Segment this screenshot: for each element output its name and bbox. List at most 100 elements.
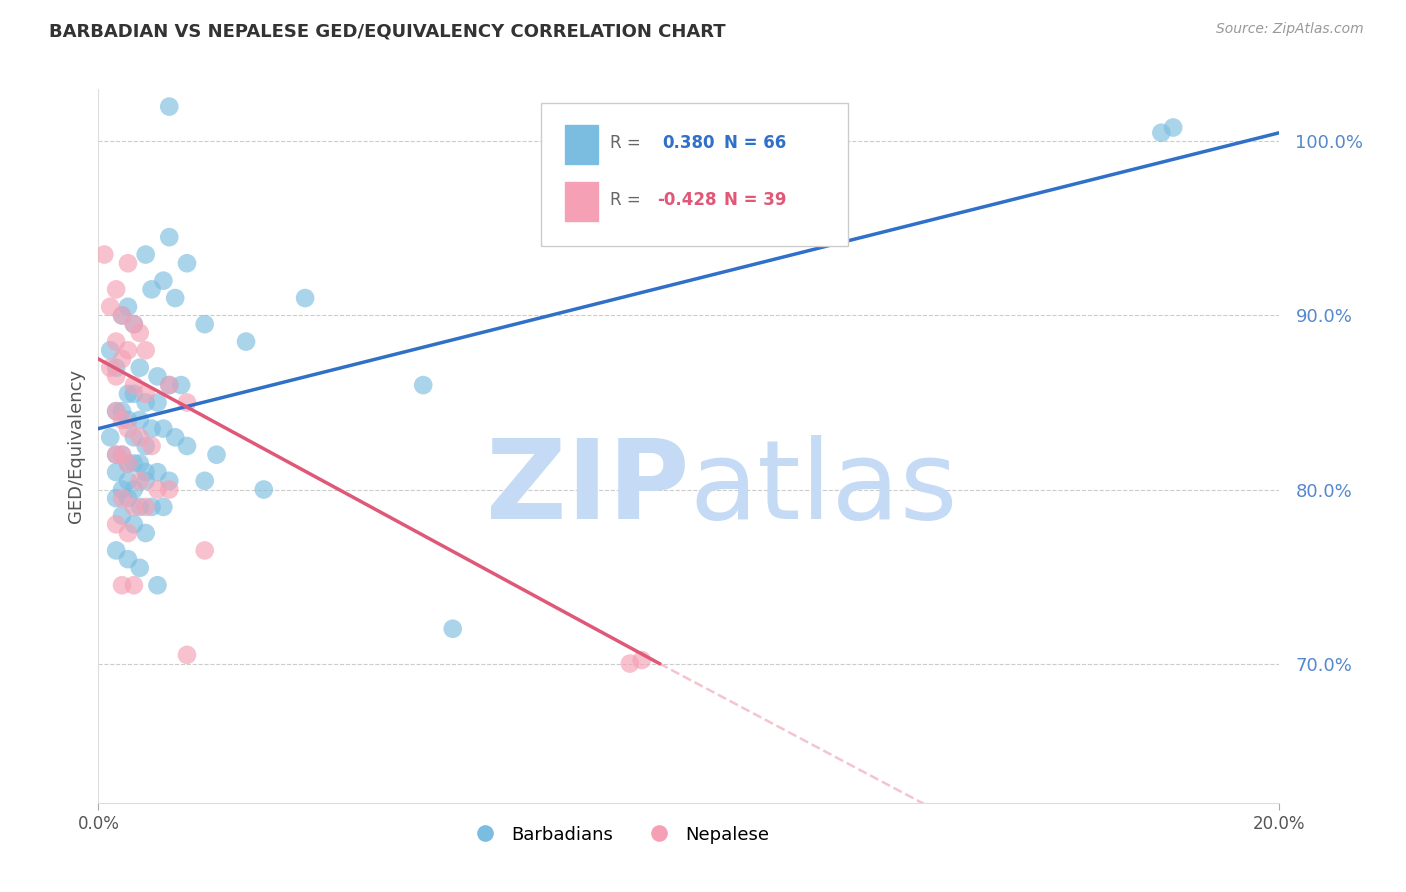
Point (176, 256, 198, 270)
Point (135, 395, 157, 409)
Point (128, 457, 150, 471)
Point (105, 404, 128, 418)
Point (128, 474, 150, 488)
Text: atlas: atlas (689, 435, 957, 542)
Point (135, 465, 157, 479)
Point (146, 369, 169, 384)
Point (105, 491, 128, 506)
Point (117, 474, 139, 488)
Point (146, 578, 169, 592)
Point (165, 430, 187, 444)
Point (117, 256, 139, 270)
Point (135, 474, 157, 488)
Bar (565, 182, 598, 221)
Point (105, 369, 128, 384)
Point (117, 552, 139, 566)
Point (135, 439, 157, 453)
Point (170, 378, 193, 392)
Point (111, 448, 134, 462)
Text: R =: R = (610, 134, 641, 152)
Point (105, 543, 128, 558)
Point (128, 500, 150, 514)
Point (98, 360, 121, 375)
Point (111, 404, 134, 418)
Point (117, 457, 139, 471)
Text: N = 39: N = 39 (724, 191, 787, 209)
Point (122, 457, 145, 471)
Point (122, 483, 145, 497)
Point (117, 421, 139, 435)
Point (194, 474, 217, 488)
Point (117, 386, 139, 401)
FancyBboxPatch shape (541, 103, 848, 246)
Point (128, 561, 150, 575)
Point (98, 343, 121, 358)
Text: N = 66: N = 66 (724, 134, 786, 152)
Point (105, 282, 128, 296)
Point (176, 395, 198, 409)
Point (157, 100, 180, 114)
Point (117, 300, 139, 314)
Point (205, 448, 228, 462)
Point (111, 491, 134, 506)
Point (135, 386, 157, 401)
Point (111, 483, 134, 497)
Point (111, 309, 134, 323)
Point (157, 378, 180, 392)
Point (194, 317, 217, 331)
Point (122, 430, 145, 444)
Point (146, 465, 169, 479)
Point (165, 291, 187, 305)
Point (122, 578, 145, 592)
Point (105, 404, 128, 418)
Point (141, 282, 163, 296)
Point (128, 413, 150, 427)
Point (152, 421, 174, 435)
Point (176, 648, 198, 662)
Point (117, 343, 139, 358)
Point (141, 421, 163, 435)
Bar (565, 125, 598, 164)
Point (117, 526, 139, 541)
Point (146, 483, 169, 497)
Point (111, 578, 134, 592)
Text: -0.428: -0.428 (657, 191, 717, 209)
Point (157, 378, 180, 392)
Point (128, 430, 150, 444)
Point (111, 309, 134, 323)
Text: Source: ZipAtlas.com: Source: ZipAtlas.com (1216, 22, 1364, 37)
Legend: Barbadians, Nepalese: Barbadians, Nepalese (460, 819, 778, 851)
Point (235, 334, 257, 349)
Point (135, 526, 157, 541)
Point (98, 300, 121, 314)
Point (157, 230, 180, 244)
Point (122, 500, 145, 514)
Text: ZIP: ZIP (485, 435, 689, 542)
Point (105, 334, 128, 349)
Point (253, 483, 276, 497)
Point (1161, 120, 1184, 135)
Text: R =: R = (610, 191, 641, 209)
Point (141, 439, 163, 453)
Point (111, 448, 134, 462)
Point (135, 500, 157, 514)
Point (105, 360, 128, 375)
Point (122, 386, 145, 401)
Point (117, 457, 139, 471)
Point (619, 657, 641, 671)
Point (630, 653, 652, 667)
Point (122, 517, 145, 532)
Point (176, 439, 198, 453)
Point (146, 395, 169, 409)
Text: BARBADIAN VS NEPALESE GED/EQUIVALENCY CORRELATION CHART: BARBADIAN VS NEPALESE GED/EQUIVALENCY CO… (49, 22, 725, 40)
Point (105, 448, 128, 462)
Point (111, 413, 134, 427)
Point (135, 343, 157, 358)
Point (105, 517, 128, 532)
Point (105, 448, 128, 462)
Text: 0.380: 0.380 (662, 134, 714, 152)
Point (412, 378, 434, 392)
Point (157, 483, 180, 497)
Point (98, 430, 121, 444)
Point (117, 491, 139, 506)
